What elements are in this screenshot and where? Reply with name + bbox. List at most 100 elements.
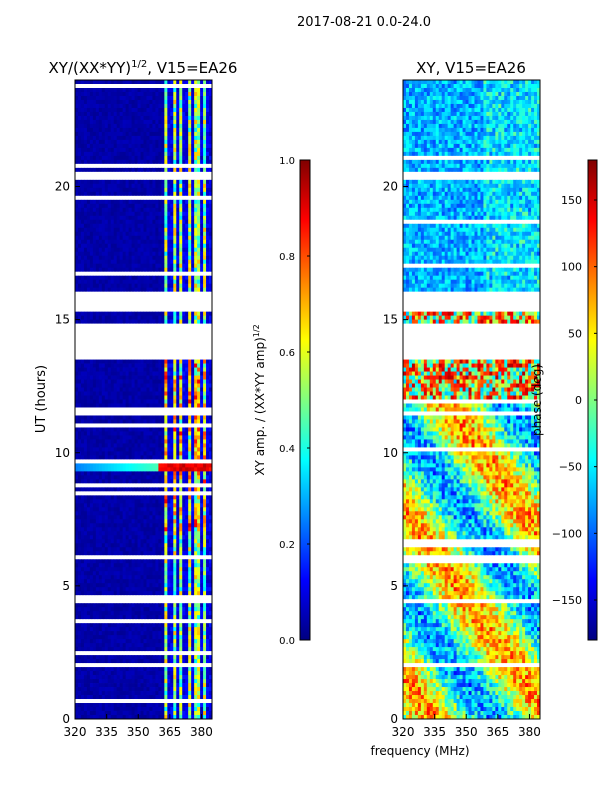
heatmap-cell (146, 363, 150, 368)
heatmap-cell (101, 495, 106, 500)
heatmap-cell (185, 507, 189, 512)
heatmap-cell (179, 315, 183, 321)
heatmap-cell (185, 431, 189, 436)
heatmap-cell (188, 367, 192, 372)
heatmap-cell (122, 207, 127, 213)
heatmap-cell (110, 203, 115, 209)
heatmap-cell (191, 395, 195, 400)
heatmap-cell (149, 355, 153, 360)
heatmap-cell (80, 179, 85, 185)
heatmap-cell (110, 95, 115, 101)
heatmap-cell (77, 303, 82, 309)
heatmap-cell (146, 239, 150, 245)
heatmap-cell (125, 159, 130, 165)
heatmap-cell (101, 167, 106, 173)
heatmap-cell (179, 375, 183, 380)
heatmap-cell (143, 511, 147, 516)
heatmap-cell (143, 339, 147, 344)
heatmap-cell (101, 283, 106, 289)
heatmap-cell (77, 119, 82, 125)
heatmap-cell (107, 163, 112, 169)
heatmap-cell (131, 179, 135, 185)
heatmap-cell (75, 471, 79, 476)
heatmap-cell (149, 119, 153, 125)
heatmap-cell (125, 199, 130, 205)
heatmap-cell (92, 435, 97, 440)
heatmap-cell (170, 459, 174, 464)
heatmap-cell (182, 475, 186, 480)
heatmap-cell (146, 327, 150, 332)
heatmap-cell (197, 499, 201, 504)
heatmap-cell (128, 403, 132, 408)
heatmap-cell (179, 443, 183, 448)
heatmap-cell (83, 307, 88, 313)
heatmap-cell (143, 259, 147, 265)
heatmap-cell (128, 175, 132, 181)
heatmap-cell (149, 139, 153, 145)
heatmap-cell (152, 87, 156, 93)
heatmap-cell (137, 343, 141, 348)
heatmap-cell (161, 195, 165, 201)
heatmap-cell (95, 379, 100, 384)
heatmap-cell (101, 287, 106, 293)
heatmap-cell (173, 359, 177, 364)
heatmap-cell (98, 507, 103, 512)
heatmap-cell (209, 159, 213, 165)
heatmap-cell (179, 351, 183, 356)
heatmap-cell (95, 383, 100, 388)
heatmap-cell (119, 199, 124, 205)
heatmap-cell (83, 435, 88, 440)
heatmap-cell (206, 299, 210, 305)
heatmap-cell (131, 303, 135, 309)
heatmap-cell (161, 119, 165, 125)
heatmap-cell (113, 463, 118, 468)
heatmap-cell (140, 275, 144, 281)
heatmap-cell (107, 471, 112, 476)
heatmap-cell (104, 119, 109, 125)
heatmap-cell (104, 80, 109, 85)
heatmap-cell (75, 451, 79, 456)
heatmap-cell (194, 467, 198, 472)
heatmap-cell (164, 243, 168, 249)
heatmap-cell (83, 243, 88, 249)
heatmap-cell (182, 395, 186, 400)
heatmap-cell (125, 183, 130, 189)
heatmap-cell (89, 163, 94, 169)
heatmap-cell (185, 207, 189, 213)
heatmap-cell (131, 379, 135, 384)
heatmap-cell (131, 503, 135, 508)
heatmap-cell (107, 215, 112, 221)
heatmap-cell (185, 195, 189, 201)
heatmap-cell (170, 483, 174, 488)
heatmap-cell (113, 443, 118, 448)
heatmap-cell (75, 80, 79, 85)
heatmap-cell (125, 483, 130, 488)
heatmap-cell (122, 491, 127, 496)
heatmap-cell (107, 219, 112, 225)
heatmap-cell (164, 335, 168, 340)
heatmap-cell (200, 299, 204, 305)
heatmap-cell (176, 283, 180, 289)
heatmap-cell (116, 435, 121, 440)
heatmap-cell (206, 331, 210, 336)
heatmap-cell (182, 147, 186, 153)
heatmap-cell (75, 255, 79, 261)
heatmap-cell (80, 283, 85, 289)
heatmap-cell (107, 407, 112, 412)
heatmap-cell (107, 439, 112, 444)
heatmap-cell (170, 155, 174, 161)
heatmap-cell (134, 379, 138, 384)
heatmap-cell (95, 443, 100, 448)
heatmap-cell (137, 431, 141, 436)
heatmap-cell (86, 335, 91, 340)
heatmap-cell (176, 483, 180, 488)
heatmap-cell (86, 131, 91, 137)
heatmap-cell (86, 483, 91, 488)
heatmap-cell (86, 283, 91, 289)
heatmap-cell (86, 199, 91, 205)
heatmap-cell (95, 495, 100, 500)
heatmap-cell (107, 479, 112, 484)
heatmap-cell (107, 267, 112, 273)
heatmap-cell (83, 367, 88, 372)
heatmap-cell (209, 135, 213, 141)
